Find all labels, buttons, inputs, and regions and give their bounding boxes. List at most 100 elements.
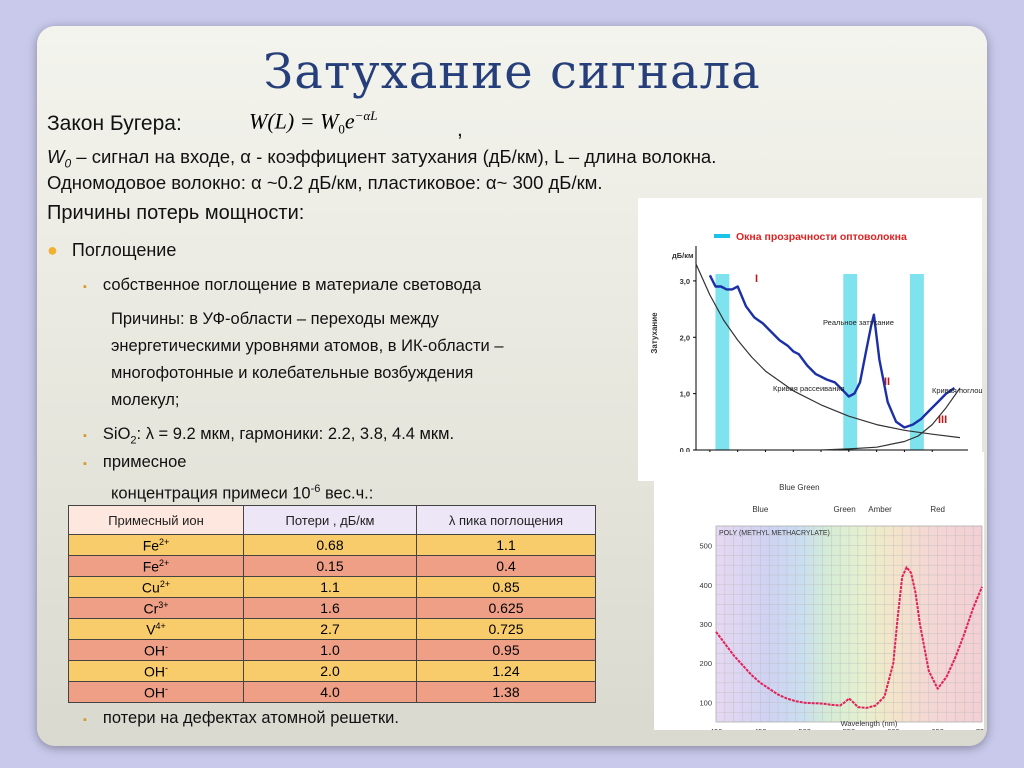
peak-cell: 1.24 xyxy=(416,660,596,682)
band-label: Blue Green xyxy=(779,483,819,492)
x-axis-label: Wavelength (nm) xyxy=(841,719,898,728)
sio2-rest: : λ = 9.2 мкм, гармоники: 2.2, 3.8, 4.4 … xyxy=(136,425,455,443)
chart1-title: Окна прозрачности оптоволокна xyxy=(736,231,907,243)
bouguer-formula: W(L) = W0e−αL xyxy=(249,108,377,138)
defects-text: потери на дефектах атомной решетки. xyxy=(102,709,399,727)
impurity-table: Примесный ион Потери , дБ/км λ пика погл… xyxy=(68,505,596,703)
y-tick-label: 2,0 xyxy=(680,333,690,342)
bullet-absorption-text: Поглощение xyxy=(71,240,177,260)
ion-charge: 2+ xyxy=(159,578,171,589)
concentration-rest: вес.ч.: xyxy=(320,484,374,503)
impurity-text: примесное xyxy=(102,453,187,471)
reason-line: Причины: в УФ-области – переходы между xyxy=(111,310,439,328)
square-bullet-icon: ▪ xyxy=(83,281,87,293)
x-tick-label: 400 xyxy=(710,727,723,730)
ion-cell: V4+ xyxy=(68,618,244,640)
window-label: II xyxy=(884,376,890,388)
table-header: λ пика поглощения xyxy=(416,505,596,535)
reasons-paragraph: Причины: в УФ-области – переходы между э… xyxy=(111,306,504,414)
reason-line: молекул; xyxy=(111,391,180,409)
y-tick-label: 1,0 xyxy=(680,390,690,399)
x-tick-label: 500 xyxy=(798,727,811,730)
x-tick-label: 450 xyxy=(754,727,767,730)
reason-line: многофотонные и колебательные возбуждени… xyxy=(111,364,474,382)
bullet-impurity: ▪ примесное xyxy=(83,449,186,478)
y-unit-label: дБ/км xyxy=(672,251,694,260)
y-axis-label: Затухание xyxy=(650,312,659,354)
band-label: Red xyxy=(930,505,945,514)
bullet-intrinsic-text: собственное поглощение в материале свето… xyxy=(102,276,482,294)
peak-cell: 0.4 xyxy=(416,555,596,577)
curve-annotation: Кривая поглощения xyxy=(932,386,982,395)
x-tick-label: 550 xyxy=(843,727,856,730)
bullet-absorption: ● Поглощение xyxy=(47,240,176,261)
w-symbol: W xyxy=(47,146,65,167)
slide: Затухание сигнала Закон Бугера: W(L) = W… xyxy=(37,26,987,746)
x-tick-label: 700 xyxy=(976,727,984,730)
table-header: Примесный ион xyxy=(68,505,244,535)
formula-e: e xyxy=(344,108,355,134)
ion-charge: 2+ xyxy=(159,557,170,568)
law-label: Закон Бугера: xyxy=(47,112,182,135)
pmma-chart: Blue Blue Green Green Amber Red POLY (METHYL … xyxy=(654,452,984,730)
curve-annotation: Кривая рассеивания xyxy=(773,384,845,393)
attenuation-chart: Окна прозрачности оптоволокнаIIIIII0,01,… xyxy=(638,198,982,481)
ion-charge: 3+ xyxy=(158,599,169,610)
y-tick-label: 500 xyxy=(699,542,712,551)
formula-exp: −αL xyxy=(354,108,378,123)
window-label: I xyxy=(755,273,758,285)
table-body: Fe2+ 0.68 1.1 Fe2+ 0.15 0.4 Cu2+ 1.1 0.85 Cr3+ 1.6… xyxy=(68,534,596,703)
table-row: Fe2+ 0.68 1.1 xyxy=(68,534,596,556)
curve-annotation: Реальное затухание xyxy=(823,318,894,327)
loss-cell: 1.6 xyxy=(243,597,417,619)
loss-cell: 0.68 xyxy=(243,534,417,556)
series-line-1 xyxy=(695,263,961,439)
transparency-window xyxy=(843,274,858,450)
series-line-2 xyxy=(821,387,961,451)
y-tick-label: 100 xyxy=(699,698,712,707)
loss-cell: 2.0 xyxy=(243,660,417,682)
y-tick-label: 3,0 xyxy=(680,277,690,286)
y-tick-label: 200 xyxy=(699,659,712,668)
ion-name: Fe xyxy=(142,537,160,554)
concentration-sup: -6 xyxy=(310,483,321,495)
concentration-line: концентрация примеси 10-6 вес.ч.: xyxy=(111,476,373,508)
ion-cell: OH- xyxy=(68,681,244,703)
square-bullet-icon: ▪ xyxy=(83,430,87,442)
y-tick-label: 0,0 xyxy=(680,446,690,455)
chart2-title: POLY (METHYL METHACRYLATE) xyxy=(719,530,830,537)
loss-cell: 2.7 xyxy=(243,618,417,640)
band-label: Green xyxy=(833,505,855,514)
band-label: Blue xyxy=(752,505,769,514)
series-line-pmma xyxy=(715,566,983,709)
table-row: OH- 4.0 1.38 xyxy=(68,681,596,703)
ion-name: OH xyxy=(144,642,165,659)
fiber-line: Одномодовое волокно: α ~0.2 дБ/км, пласт… xyxy=(47,172,603,193)
ion-name: Fe xyxy=(142,558,160,575)
peak-cell: 0.95 xyxy=(416,639,596,661)
peak-cell: 1.1 xyxy=(416,534,596,556)
ion-charge: - xyxy=(165,641,168,652)
ion-charge: - xyxy=(165,662,168,673)
peak-cell: 0.625 xyxy=(416,597,596,619)
section-heading: Причины потерь мощности: xyxy=(47,202,305,224)
bullet-sio2: ▪ SiO2: λ = 9.2 мкм, гармоники: 2.2, 3.8,… xyxy=(83,421,454,454)
loss-cell: 1.0 xyxy=(243,639,417,661)
ion-charge: 2+ xyxy=(159,536,170,547)
ion-name: Cr xyxy=(143,600,159,617)
y-tick-label: 300 xyxy=(699,620,712,629)
ion-charge: 4+ xyxy=(155,620,166,631)
peak-cell: 0.725 xyxy=(416,618,596,640)
loss-cell: 1.1 xyxy=(243,576,417,598)
table-row: Cu2+ 1.1 0.85 xyxy=(68,576,596,598)
ion-name: Cu xyxy=(141,579,160,596)
sio2-sub: 2 xyxy=(130,434,137,447)
peak-cell: 1.38 xyxy=(416,681,596,703)
peak-cell: 0.85 xyxy=(416,576,596,598)
table-row: Cr3+ 1.6 0.625 xyxy=(68,597,596,619)
ion-cell: Cr3+ xyxy=(68,597,244,619)
formula-main: W(L) = W xyxy=(249,108,339,134)
w-sub: 0 xyxy=(64,156,72,171)
window-label: III xyxy=(938,414,947,426)
formula-sub: 0 xyxy=(338,121,345,137)
